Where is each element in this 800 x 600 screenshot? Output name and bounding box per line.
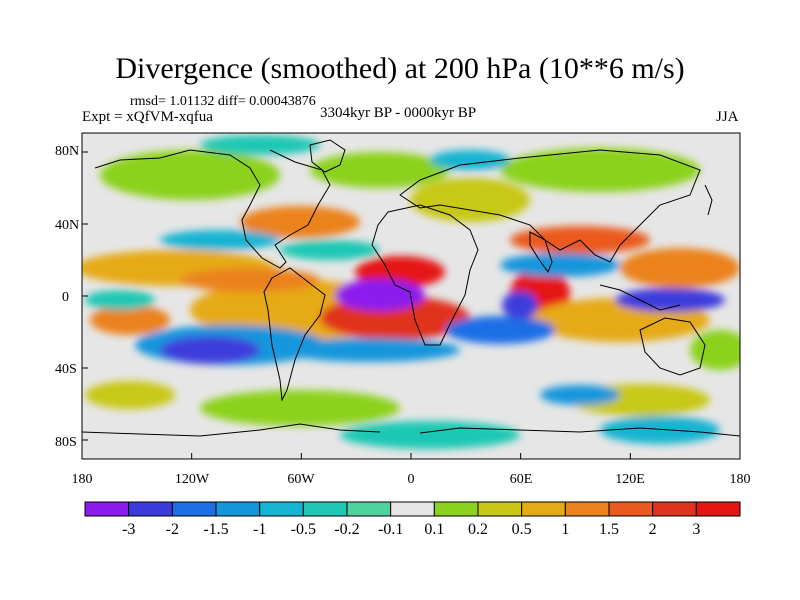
experiment-label: Expt = xQfVM-xqfua	[82, 109, 213, 125]
field-blob	[500, 148, 700, 192]
x-axis-label: 60E	[510, 472, 533, 487]
field-blob	[85, 290, 155, 310]
india-outline	[529, 231, 553, 274]
colorbar-swatch	[171, 501, 217, 517]
greenland-outline	[309, 139, 346, 173]
divergence-field	[82, 135, 740, 449]
coastlines	[82, 139, 740, 437]
colorbar-swatch	[695, 501, 741, 517]
field-blob	[410, 178, 530, 222]
field-blob	[160, 336, 260, 364]
field-blob	[100, 150, 280, 200]
colorbar-swatch	[128, 501, 173, 517]
colorbar-swatch	[433, 501, 479, 517]
field-blob	[340, 421, 520, 449]
colorbar-swatch	[608, 501, 654, 517]
colorbar-label: 3	[692, 521, 700, 538]
colorbar-swatch	[564, 501, 610, 517]
field-blob	[200, 135, 320, 155]
field-blob	[280, 338, 460, 362]
colorbar-swatch	[477, 501, 523, 517]
period-label: 3304kyr BP - 0000kyr BP	[320, 105, 477, 121]
x-axis-label: 0	[408, 472, 415, 487]
y-axis-label: 40N	[55, 218, 79, 233]
colorbar-swatch	[390, 501, 435, 517]
field-blob	[600, 416, 720, 444]
field-blob	[540, 385, 620, 405]
africa-outline	[371, 204, 479, 346]
x-axis-label: 120W	[175, 472, 210, 487]
colorbar-swatch	[346, 501, 392, 517]
map-title: Divergence (smoothed) at 200 hPa (10**6 …	[115, 52, 685, 85]
y-axis-label: 80N	[55, 144, 79, 159]
colorbar-swatch	[302, 501, 348, 517]
indonesia-outline	[599, 284, 681, 311]
colorbar-label: 2	[649, 521, 657, 538]
field-blob	[690, 330, 740, 370]
colorbar-label: 0.2	[468, 521, 488, 538]
field-blob	[335, 279, 425, 311]
x-axis-label: 180	[72, 472, 93, 487]
x-axis-label: 120E	[615, 472, 645, 487]
japan-outline	[704, 184, 713, 216]
colorbar-label: -1	[253, 521, 266, 538]
axis-ticks	[81, 151, 741, 459]
colorbar-label: 1	[561, 521, 569, 538]
x-axis-label: 180	[730, 472, 751, 487]
australia-outline	[639, 317, 706, 376]
field-blob	[502, 291, 538, 319]
colorbar-label: 1.5	[599, 521, 619, 538]
field-blob	[620, 248, 740, 288]
field-blob	[240, 206, 360, 238]
colorbar-label: -0.2	[334, 521, 359, 538]
field-blob	[445, 316, 555, 344]
colorbar-label: -0.5	[291, 521, 316, 538]
antarctica-outline	[82, 423, 740, 437]
north-america-outline	[94, 149, 331, 269]
colorbar-label: -3	[122, 521, 135, 538]
colorbar-swatch	[521, 501, 566, 517]
colorbar-swatch	[84, 501, 130, 517]
y-axis-label: 0	[62, 290, 69, 305]
field-blob	[500, 253, 620, 277]
y-axis-label: 80S	[55, 435, 77, 450]
x-axis-label: 60W	[287, 472, 315, 487]
statistics-line: rmsd= 1.01132 diff= 0.00043876	[130, 94, 316, 109]
field-blob	[280, 240, 380, 260]
field-blob	[160, 230, 280, 250]
colorbar-label: -2	[166, 521, 179, 538]
field-blob	[615, 288, 725, 312]
colorbar-swatch	[652, 501, 697, 517]
colorbar: -3 -2 -1.5 -1 -0.5 -0.2 -0.1 0.1 0.2 0.5 1 1.5 2 3	[84, 501, 741, 538]
field-blob	[430, 150, 510, 170]
colorbar-label: 0.5	[512, 521, 532, 538]
field-blob	[180, 268, 320, 292]
colorbar-swatch	[215, 501, 261, 517]
season-label: JJA	[716, 109, 739, 125]
colorbar-label: 0.1	[424, 521, 444, 538]
colorbar-label: -0.1	[378, 521, 403, 538]
south-america-outline	[263, 267, 326, 402]
eurasia-outline	[399, 149, 701, 263]
colorbar-label: -1.5	[203, 521, 228, 538]
y-axis-label: 40S	[55, 362, 77, 377]
colorbar-swatch	[259, 501, 304, 517]
field-blob	[310, 152, 450, 188]
field-blob	[85, 381, 175, 409]
field-blob	[200, 390, 400, 426]
field-blob	[90, 305, 170, 335]
